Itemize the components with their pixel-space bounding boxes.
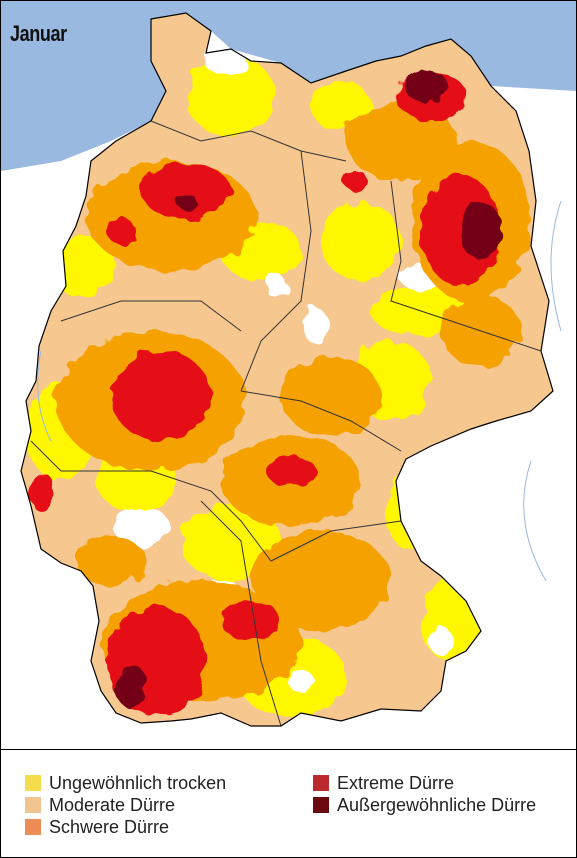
rivers xyxy=(37,200,562,582)
legend-label: Schwere Dürre xyxy=(49,816,170,837)
legend-item-extreme: Extreme Dürre xyxy=(313,773,454,793)
drought-map[interactable] xyxy=(1,1,576,749)
legend-swatch xyxy=(25,819,41,835)
legend-divider xyxy=(1,749,576,750)
legend-item-exceptional: Außergewöhnliche Dürre xyxy=(313,795,536,815)
germany-border xyxy=(20,12,554,727)
legend-item-severe: Schwere Dürre xyxy=(25,817,169,837)
legend-label: Außergewöhnliche Dürre xyxy=(337,794,537,815)
legend-swatch xyxy=(25,775,41,791)
legend-swatch xyxy=(25,797,41,813)
legend-swatch xyxy=(313,797,329,813)
legend-label: Ungewöhnlich trocken xyxy=(49,772,227,793)
legend-item-moderate: Moderate Dürre xyxy=(25,795,175,815)
legend-label: Extreme Dürre xyxy=(337,772,455,793)
legend-label: Moderate Dürre xyxy=(49,794,176,815)
exceptional-drought-areas xyxy=(115,70,503,708)
germany-region xyxy=(21,13,553,726)
legend-swatch xyxy=(313,775,329,791)
state-borders xyxy=(30,120,542,726)
legend-item-unusual-dry: Ungewöhnlich trocken xyxy=(25,773,226,793)
map-title: Januar xyxy=(10,21,67,46)
